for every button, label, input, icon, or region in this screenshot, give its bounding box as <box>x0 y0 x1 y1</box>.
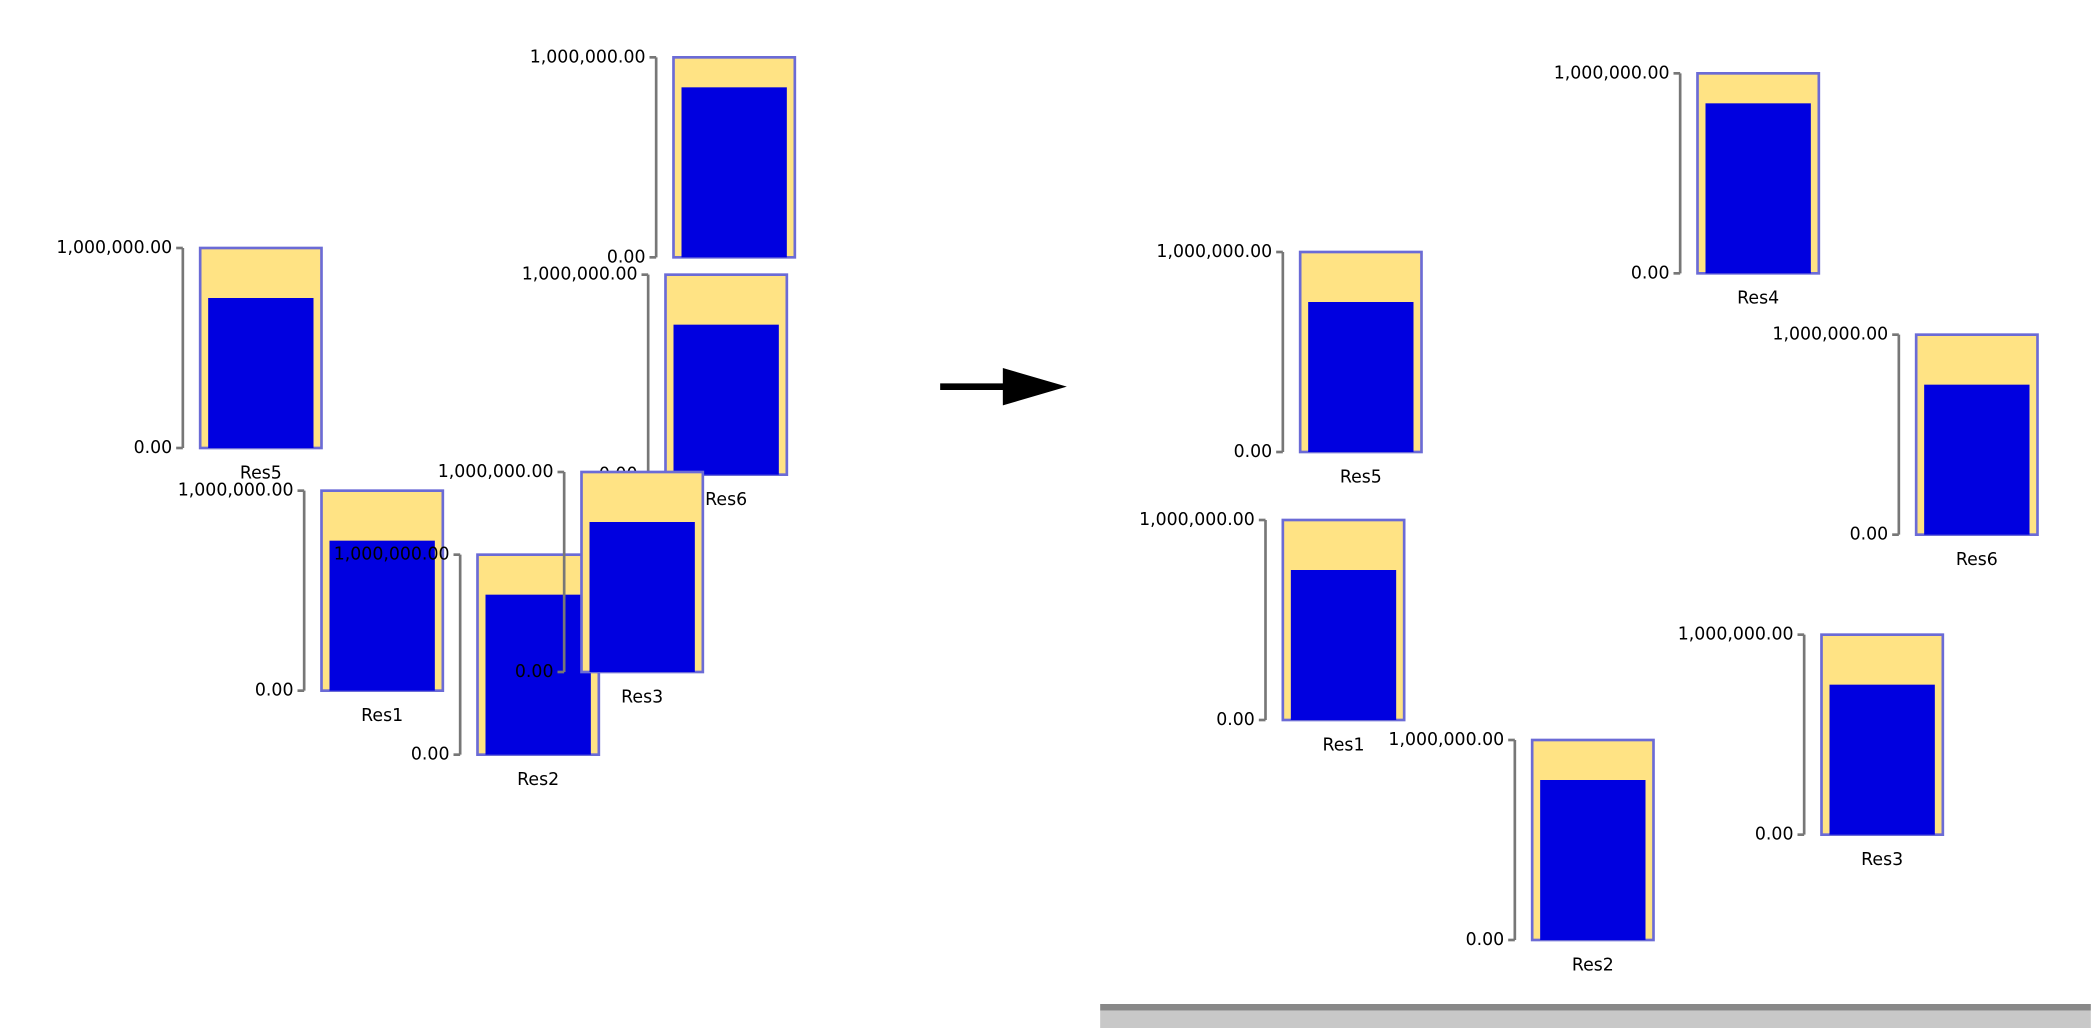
tick-label: 0.00 <box>1216 710 1255 730</box>
tick-label: 1,000,000.00 <box>530 47 646 67</box>
gauge-name: Res5 <box>240 463 282 483</box>
gauge-fill <box>681 87 787 258</box>
tick-label: 0.00 <box>1466 930 1505 950</box>
gauge-name: Res6 <box>705 490 747 510</box>
gauge-name: Res2 <box>1572 955 1614 975</box>
tick-label: 1,000,000.00 <box>1554 63 1670 83</box>
gauge-fill <box>589 522 695 672</box>
tick-label: 1,000,000.00 <box>178 481 294 501</box>
tick-label: 1,000,000.00 <box>1772 325 1888 345</box>
gauge-fill <box>673 324 779 475</box>
tick-label: 1,000,000.00 <box>1388 730 1504 750</box>
tick-label: 0.00 <box>607 247 646 267</box>
gauge-fill <box>1705 103 1811 274</box>
tick-label: 0.00 <box>1850 525 1889 545</box>
gauge-name: Res4 <box>1737 289 1779 309</box>
tick-label: 0.00 <box>1234 442 1273 462</box>
gauge-name: Res5 <box>1340 467 1382 487</box>
tick-label: 0.00 <box>1631 263 1670 283</box>
gauge-fill <box>1829 684 1935 835</box>
tick-label: 0.00 <box>134 438 173 458</box>
gauge-name: Res3 <box>621 687 663 707</box>
gauge-name: Res1 <box>1323 735 1365 755</box>
gauge-name: Res2 <box>517 770 559 790</box>
tick-label: 0.00 <box>1755 825 1794 845</box>
gauge-fill <box>1308 302 1414 452</box>
tick-label: 1,000,000.00 <box>56 238 172 258</box>
arrow-head <box>1002 368 1067 406</box>
tick-label: 1,000,000.00 <box>522 265 638 285</box>
gauge-fill <box>485 594 591 755</box>
tick-label: 1,000,000.00 <box>438 462 554 482</box>
gauge-fill <box>1290 570 1397 720</box>
gauge-name: Res1 <box>361 706 403 726</box>
gauge-name: Res6 <box>1956 550 1998 570</box>
tick-label: 0.00 <box>255 681 294 701</box>
tick-label: 1,000,000.00 <box>1139 510 1255 530</box>
gauge-fill <box>1540 780 1646 940</box>
tick-label: 0.00 <box>411 745 450 765</box>
gauge-fill <box>208 298 314 448</box>
gauge-fill <box>1924 384 2030 535</box>
tick-label: 1,000,000.00 <box>334 545 450 565</box>
tick-label: 0.00 <box>515 662 554 682</box>
panel-scrollbar <box>1100 1010 2091 1028</box>
gauge-fill <box>329 540 435 691</box>
panel-edge <box>1100 1004 2091 1011</box>
tick-label: 1,000,000.00 <box>1156 242 1272 262</box>
tick-label: 1,000,000.00 <box>1678 625 1794 645</box>
gauge-name: Res3 <box>1861 850 1903 870</box>
